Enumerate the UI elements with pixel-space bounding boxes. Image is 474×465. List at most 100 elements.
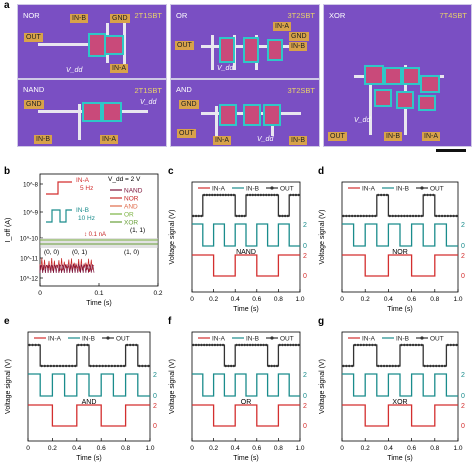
out-trace — [342, 194, 458, 217]
panel-label-f: f — [168, 316, 172, 327]
chip-and-type: 3T2SBT — [287, 86, 315, 95]
out-point — [213, 343, 217, 347]
gate-label: NOR — [392, 249, 408, 256]
out-point — [446, 343, 450, 347]
out-point — [382, 364, 386, 368]
in-a-trace — [342, 404, 458, 427]
out-point — [71, 364, 74, 368]
chart-d: IN-A IN-B OUT NOR 2 0 2 0 0 0.2 0.4 0.6 0.8 1.0 Time (… — [319, 181, 465, 313]
state-label: (1, 1) — [130, 227, 145, 234]
chip-nor: NOR 2T1SBT IN-B GND OUT IN-A V_dd — [17, 4, 167, 79]
right-tick-label: 2 — [461, 222, 465, 229]
out-point — [292, 343, 295, 347]
out-point — [240, 214, 244, 218]
out-point — [283, 343, 287, 347]
out-point — [205, 343, 209, 347]
out-point — [216, 193, 219, 197]
out-point — [238, 343, 241, 347]
out-point — [348, 214, 351, 218]
out-point — [403, 343, 406, 347]
out-point — [388, 364, 392, 368]
pad-gnd: GND — [289, 32, 309, 41]
out-point — [449, 343, 452, 347]
out-point — [132, 343, 135, 347]
y-tick-label: 10^-11 — [20, 257, 38, 263]
out-point — [437, 364, 441, 368]
out-point — [219, 343, 222, 347]
out-point — [382, 193, 386, 197]
out-point — [391, 364, 394, 368]
out-point — [240, 343, 244, 347]
panel-label-b: b — [4, 166, 11, 177]
out-point — [356, 214, 360, 218]
out-point — [273, 364, 276, 368]
out-point — [211, 343, 214, 347]
out-point — [408, 343, 412, 347]
legend-label: AND — [124, 204, 138, 211]
out-point — [224, 364, 227, 368]
out-point — [423, 193, 426, 197]
pad-in-b: IN-B — [70, 14, 88, 23]
out-point — [246, 193, 249, 197]
out-point — [275, 364, 279, 368]
out-point — [259, 193, 263, 197]
legend-label: IN-B — [246, 186, 259, 193]
out-point — [128, 343, 132, 347]
out-point — [227, 193, 230, 197]
x-tick-label: 0.4 — [384, 445, 393, 452]
pad-in-a: IN-A — [213, 136, 231, 145]
out-point — [110, 364, 114, 368]
panel-label-g: g — [318, 316, 325, 327]
in-a-inset — [46, 181, 72, 195]
out-point — [353, 214, 357, 218]
out-point — [449, 214, 452, 218]
x-tick-label: 0.2 — [153, 290, 162, 297]
vdd-label: V_dd — [354, 117, 371, 124]
vdd-label: V_dd — [257, 136, 274, 143]
legend-label: IN-B — [246, 336, 259, 343]
pad-in-a: IN-A — [100, 135, 118, 144]
out-point — [371, 214, 374, 218]
in-a-freq-label: 5 Hz — [80, 185, 93, 192]
right-tick-label: 2 — [153, 372, 157, 379]
x-axis-label: Time (s) — [76, 455, 101, 462]
out-point — [262, 343, 265, 347]
pad-out: OUT — [177, 129, 196, 138]
out-point — [350, 214, 354, 218]
out-point — [440, 364, 444, 368]
pad-out: OUT — [24, 33, 43, 42]
legend-label: IN-A — [48, 336, 62, 343]
in-a-trace — [28, 404, 150, 427]
out-point — [197, 214, 200, 218]
out-point — [265, 193, 268, 197]
right-tick-label: 2 — [461, 253, 465, 260]
out-point — [256, 193, 260, 197]
out-point — [28, 343, 31, 347]
out-point — [243, 343, 246, 347]
out-point — [283, 214, 287, 218]
out-point — [43, 364, 46, 368]
vdd-label: V_dd — [66, 67, 83, 74]
y-tick-label: 10^-9 — [23, 211, 38, 217]
state-label: (1, 0) — [124, 249, 139, 256]
x-tick-label: 1.0 — [295, 445, 304, 452]
out-point — [297, 193, 300, 197]
out-point — [379, 193, 383, 197]
out-point — [221, 343, 225, 347]
in-a-inset-label: IN-A — [76, 177, 90, 184]
out-point — [362, 343, 365, 347]
x-axis-label: Time (s) — [233, 455, 258, 462]
out-point — [406, 343, 409, 347]
chart-g: IN-A IN-B OUT XOR 2 0 2 0 0 0.2 0.4 0.6 0.8 1.0 Time (… — [319, 331, 465, 462]
out-point — [232, 193, 236, 197]
out-point — [278, 214, 281, 218]
out-point — [281, 343, 284, 347]
legend-label: OR — [124, 212, 134, 219]
out-point — [125, 343, 129, 347]
out-point — [34, 343, 37, 347]
scale-label: ↕ 0.1 nA — [84, 232, 106, 238]
x-tick-label: 0.2 — [48, 445, 57, 452]
out-point — [273, 193, 276, 197]
chart-e: IN-A IN-B OUT AND 2 0 2 0 0 0.2 0.4 0.6 0.8 1.0 Time (… — [5, 331, 157, 462]
out-point — [202, 193, 206, 197]
